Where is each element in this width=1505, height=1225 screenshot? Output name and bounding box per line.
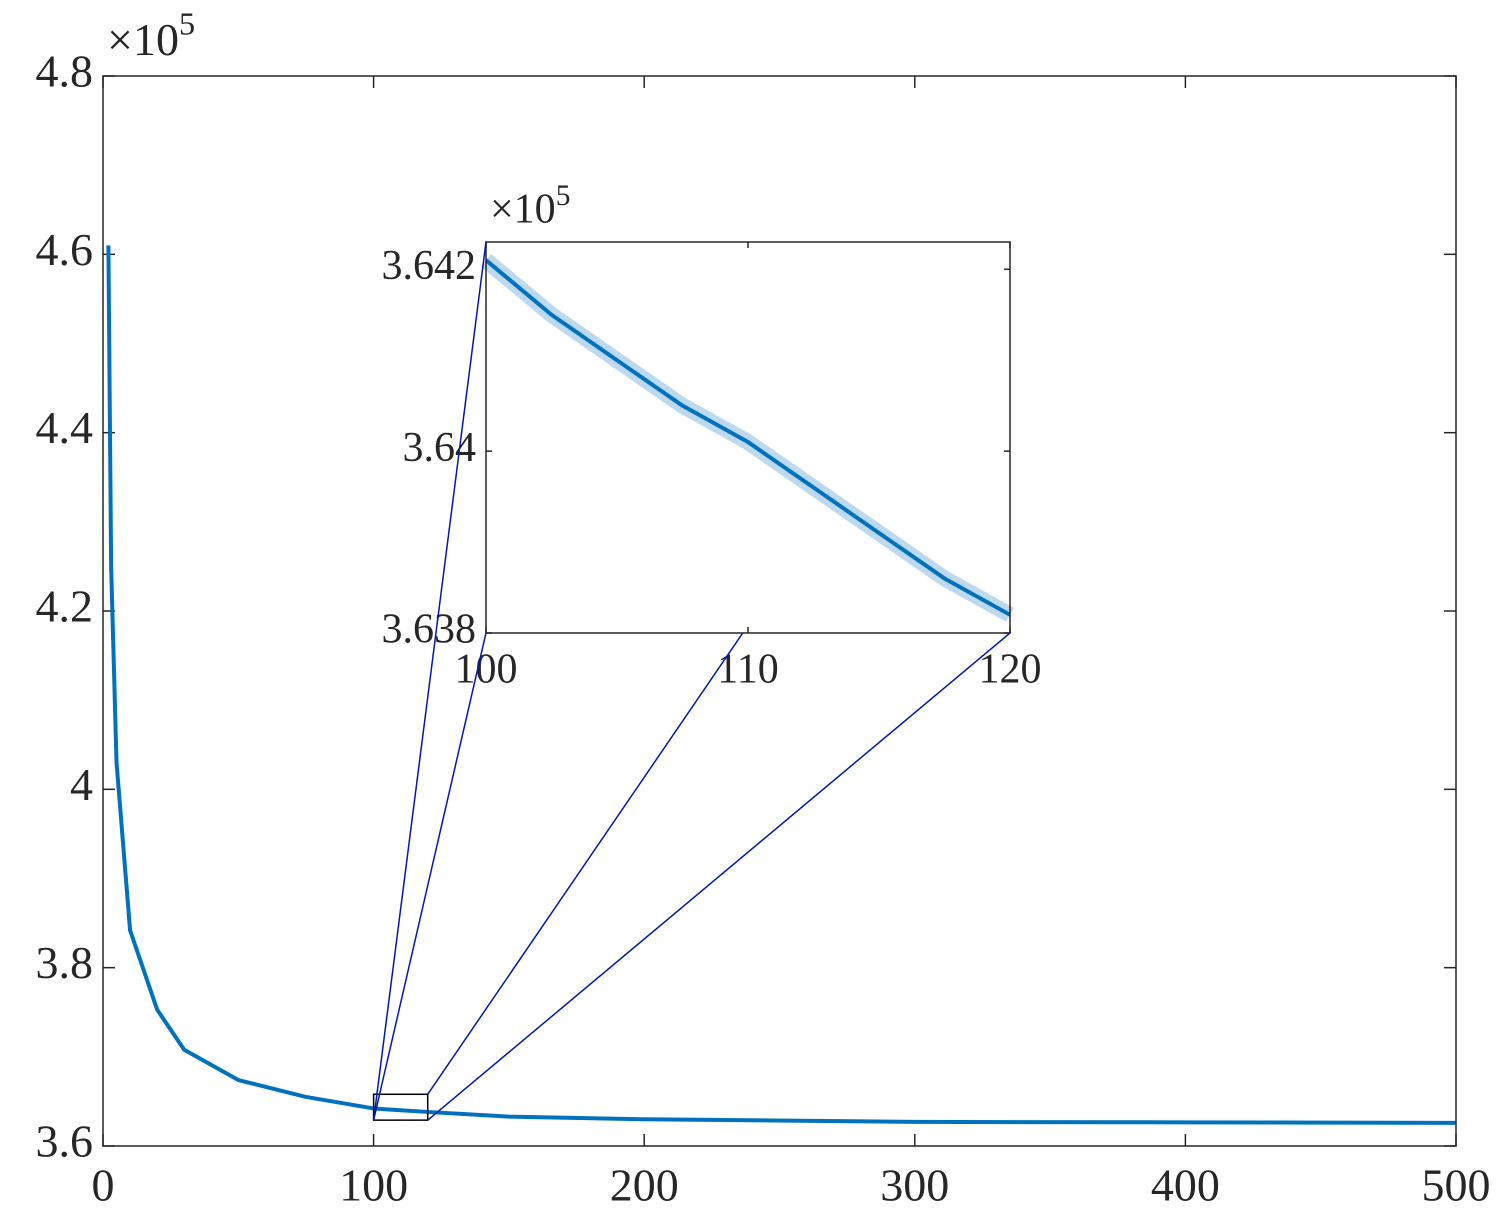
y-tick-label: 3.6 bbox=[36, 1116, 94, 1167]
y-tick-label: 4 bbox=[70, 759, 93, 810]
y-tick-label: 4.8 bbox=[36, 46, 94, 97]
y-tick-label: 3.642 bbox=[382, 243, 477, 289]
y-multiplier-exponent: 5 bbox=[179, 6, 195, 42]
y-tick-label: 4.4 bbox=[36, 402, 94, 453]
zoom-connector bbox=[372, 632, 487, 1121]
y-tick-label: 3.64 bbox=[403, 425, 477, 471]
axes-frame bbox=[102, 75, 1457, 1147]
x-tick-label: 200 bbox=[610, 1159, 679, 1210]
x-tick-label: 400 bbox=[1151, 1159, 1220, 1210]
y-multiplier: ×105 bbox=[107, 6, 195, 64]
y-tick-label: 4.6 bbox=[36, 224, 94, 275]
y-tick-label: 3.638 bbox=[382, 607, 477, 653]
line bbox=[484, 258, 1011, 617]
x-tick-label: 110 bbox=[717, 647, 778, 693]
y-tick-label: 4.2 bbox=[36, 581, 94, 632]
y-multiplier-base: ×10 bbox=[107, 13, 179, 64]
zoom-connector bbox=[427, 632, 1011, 1121]
y-multiplier-exponent: 5 bbox=[556, 180, 571, 212]
x-tick-label: 100 bbox=[455, 647, 518, 693]
y-multiplier-base: ×10 bbox=[490, 186, 556, 232]
x-tick-label: 0 bbox=[92, 1159, 115, 1210]
x-tick-label: 120 bbox=[979, 647, 1042, 693]
y-multiplier: ×105 bbox=[490, 180, 570, 233]
zoom-connector bbox=[427, 632, 744, 1095]
zoom-connector bbox=[372, 241, 487, 1121]
axes-frame bbox=[485, 241, 1011, 634]
x-tick-label: 300 bbox=[880, 1159, 949, 1210]
y-tick-label: 3.8 bbox=[36, 937, 94, 988]
zoom-box bbox=[372, 1093, 429, 1121]
x-tick-label: 500 bbox=[1422, 1159, 1491, 1210]
x-tick-label: 100 bbox=[339, 1159, 408, 1210]
line bbox=[106, 245, 1457, 1125]
